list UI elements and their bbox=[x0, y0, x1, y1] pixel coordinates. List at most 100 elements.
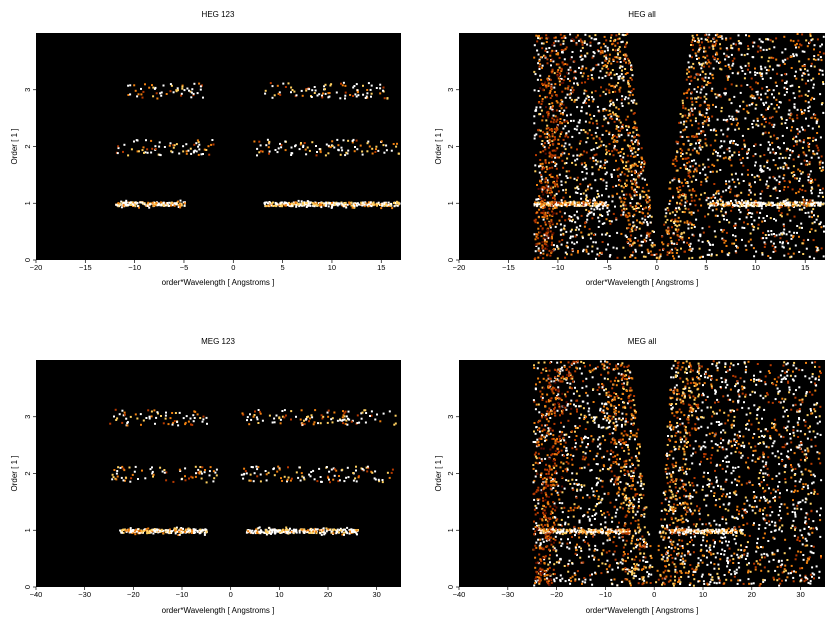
heat-cell bbox=[773, 218, 776, 220]
heat-cell bbox=[701, 77, 704, 80]
heat-cell bbox=[695, 194, 698, 197]
heat-cell bbox=[690, 44, 692, 46]
heat-cell bbox=[179, 199, 182, 202]
heat-cell bbox=[563, 224, 566, 227]
heat-cell bbox=[631, 135, 634, 138]
heat-cell bbox=[598, 76, 601, 79]
heat-cell bbox=[295, 94, 298, 97]
heat-cell bbox=[542, 249, 545, 252]
heat-cell bbox=[749, 95, 752, 98]
heat-cell bbox=[796, 225, 799, 227]
heat-cell bbox=[538, 203, 541, 206]
heat-cell bbox=[147, 201, 150, 204]
heat-cell bbox=[631, 141, 634, 144]
heat-cell bbox=[548, 128, 551, 131]
heat-cell bbox=[815, 218, 818, 221]
heat-cell bbox=[594, 241, 597, 244]
heat-cell bbox=[779, 152, 782, 155]
heat-cell bbox=[256, 530, 259, 533]
heat-cell bbox=[276, 530, 279, 533]
heat-cell bbox=[749, 185, 752, 188]
heat-cell bbox=[605, 88, 608, 91]
heat-cell bbox=[560, 228, 563, 231]
heat-cell bbox=[618, 130, 621, 132]
heat-cell bbox=[548, 107, 551, 110]
heat-cell bbox=[540, 182, 543, 184]
heat-cell bbox=[270, 532, 272, 535]
heat-cell bbox=[770, 230, 773, 232]
heat-cell bbox=[630, 170, 633, 173]
heat-cell bbox=[539, 201, 542, 204]
heat-cell bbox=[579, 153, 582, 156]
heat-cell bbox=[157, 204, 159, 207]
heat-cell bbox=[616, 42, 619, 45]
heat-cell bbox=[676, 225, 679, 228]
heat-cell bbox=[323, 533, 326, 536]
heat-cell bbox=[625, 215, 628, 218]
heat-cell bbox=[603, 167, 606, 170]
heat-cell bbox=[140, 93, 143, 96]
heat-cell bbox=[823, 230, 825, 233]
heat-cell bbox=[585, 90, 588, 93]
heat-cell bbox=[570, 39, 573, 42]
heat-cell bbox=[692, 135, 695, 138]
heat-cell bbox=[756, 119, 759, 122]
heat-cell bbox=[557, 63, 560, 66]
heat-cell bbox=[549, 91, 552, 94]
heat-cell bbox=[271, 96, 274, 99]
heat-cell bbox=[625, 207, 628, 210]
heat-cell bbox=[609, 103, 612, 106]
heat-cell bbox=[158, 141, 161, 144]
heat-cell bbox=[355, 95, 358, 98]
heat-cell bbox=[550, 87, 553, 89]
heat-cell bbox=[719, 95, 722, 98]
heat-cell bbox=[566, 71, 569, 74]
heat-cell bbox=[545, 179, 547, 182]
heat-cell bbox=[363, 203, 366, 206]
heat-cell bbox=[576, 204, 579, 206]
heat-cell bbox=[717, 192, 720, 195]
heat-cell bbox=[688, 70, 691, 73]
heat-cell bbox=[738, 208, 741, 211]
heat-cell bbox=[137, 93, 140, 96]
heat-cell bbox=[122, 531, 125, 534]
heat-cell bbox=[273, 94, 276, 97]
heat-cell bbox=[625, 236, 628, 238]
heat-cell bbox=[152, 473, 155, 476]
heat-cell bbox=[620, 214, 623, 217]
heat-cell bbox=[755, 123, 758, 126]
heat-cell bbox=[686, 200, 689, 203]
heat-cell bbox=[589, 201, 592, 204]
heat-cell bbox=[632, 215, 635, 218]
heat-cell bbox=[562, 113, 565, 116]
heat-cell bbox=[132, 530, 135, 533]
heat-cell bbox=[763, 246, 766, 248]
heat-cell bbox=[313, 86, 316, 88]
heat-cell bbox=[551, 102, 554, 105]
heat-cell bbox=[781, 134, 784, 137]
heat-cell bbox=[558, 204, 561, 207]
heat-cell bbox=[588, 98, 590, 101]
heat-cell bbox=[780, 232, 783, 235]
heat-cell bbox=[754, 161, 757, 164]
heat-cell bbox=[615, 73, 618, 75]
heat-cell bbox=[635, 139, 638, 142]
heat-cell bbox=[713, 183, 716, 185]
heat-cell bbox=[259, 150, 262, 153]
heat-cell bbox=[771, 40, 774, 43]
heat-cell bbox=[632, 242, 635, 245]
heat-cell bbox=[604, 233, 607, 236]
heat-cell bbox=[549, 78, 552, 81]
heat-cell bbox=[546, 229, 549, 231]
heat-cell bbox=[714, 34, 717, 37]
heat-cell bbox=[567, 130, 570, 133]
heat-cell bbox=[552, 248, 555, 250]
heat-cell bbox=[631, 93, 634, 96]
heat-cell bbox=[587, 252, 590, 255]
heat-cell bbox=[604, 173, 607, 176]
heat-cell bbox=[785, 199, 788, 202]
heat-cell bbox=[800, 172, 803, 175]
heat-cell bbox=[810, 62, 813, 65]
heat-cell bbox=[810, 192, 813, 195]
heat-cell bbox=[647, 250, 650, 253]
